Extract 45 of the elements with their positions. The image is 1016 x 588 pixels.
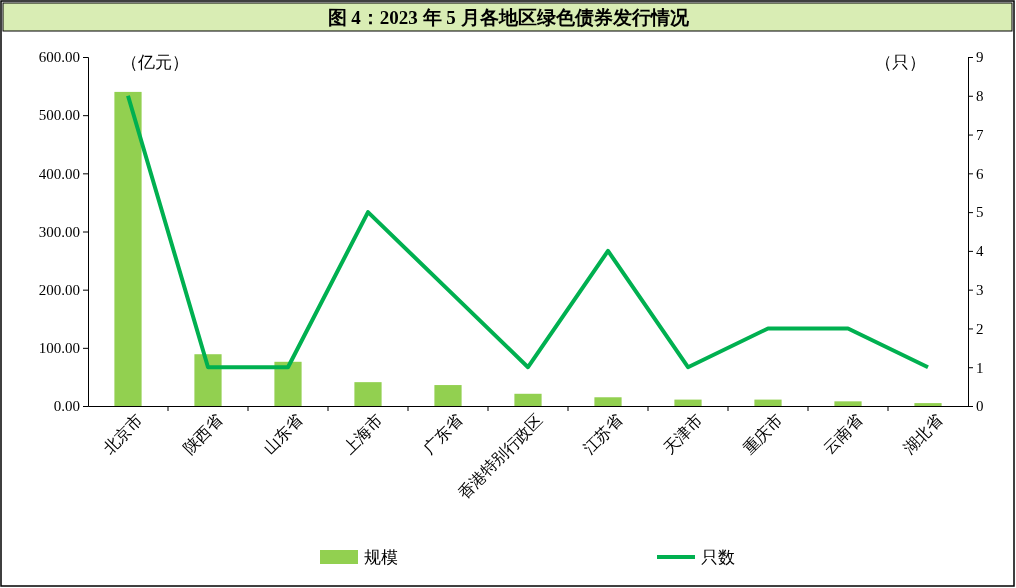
bar xyxy=(114,91,142,406)
y2-tick-label: 9 xyxy=(976,49,984,66)
line-series xyxy=(126,93,930,370)
x-tick-label: 陕西省 xyxy=(179,411,226,457)
bar xyxy=(274,361,302,406)
x-tick-label: 重庆市 xyxy=(739,411,786,457)
y2-tick-label: 4 xyxy=(976,243,984,260)
bar xyxy=(754,399,782,406)
x-tick-label: 北京市 xyxy=(99,411,146,457)
bar xyxy=(514,393,542,406)
y2-tick-label: 6 xyxy=(976,165,984,182)
y2-tick-label: 1 xyxy=(976,359,984,376)
x-tick-label: 江苏省 xyxy=(579,411,626,457)
bar xyxy=(594,397,622,406)
x-tick-label: 广东省 xyxy=(419,411,466,457)
bar xyxy=(194,354,222,406)
y-tick-label: 300.00 xyxy=(38,223,80,240)
bar xyxy=(434,385,462,406)
y-tick-label: 200.00 xyxy=(38,281,80,298)
y-tick-label: 0.00 xyxy=(53,398,80,415)
bar xyxy=(914,403,942,406)
y2-tick-label: 8 xyxy=(976,88,984,105)
y-tick-label: 600.00 xyxy=(38,49,80,66)
legend-label: 规模 xyxy=(364,548,398,567)
y-axis-title: （亿元） xyxy=(121,53,189,72)
y2-tick-label: 0 xyxy=(976,398,984,415)
y2-tick-label: 5 xyxy=(976,204,984,221)
bar xyxy=(354,382,382,406)
y-tick-label: 100.00 xyxy=(38,340,80,357)
y2-tick-label: 3 xyxy=(976,281,984,298)
bar xyxy=(834,401,862,406)
x-tick-label: 天津市 xyxy=(659,411,706,457)
y-tick-label: 500.00 xyxy=(38,107,80,124)
x-tick-label: 湖北省 xyxy=(899,411,946,457)
legend-label: 只数 xyxy=(701,548,735,567)
y2-tick-label: 7 xyxy=(976,126,984,143)
y2-axis-title: （只） xyxy=(874,53,926,72)
y-tick-label: 400.00 xyxy=(38,165,80,182)
x-tick-label: 山东省 xyxy=(259,411,306,457)
title-banner: 图 4：2023 年 5 月各地区绿色债券发行情况 xyxy=(2,2,1013,32)
bar xyxy=(674,399,702,406)
x-tick-label: 云南省 xyxy=(819,411,866,457)
x-tick-label: 上海市 xyxy=(339,411,386,457)
y2-tick-label: 2 xyxy=(976,320,984,337)
chart-title: 图 4：2023 年 5 月各地区绿色债券发行情况 xyxy=(327,7,690,28)
